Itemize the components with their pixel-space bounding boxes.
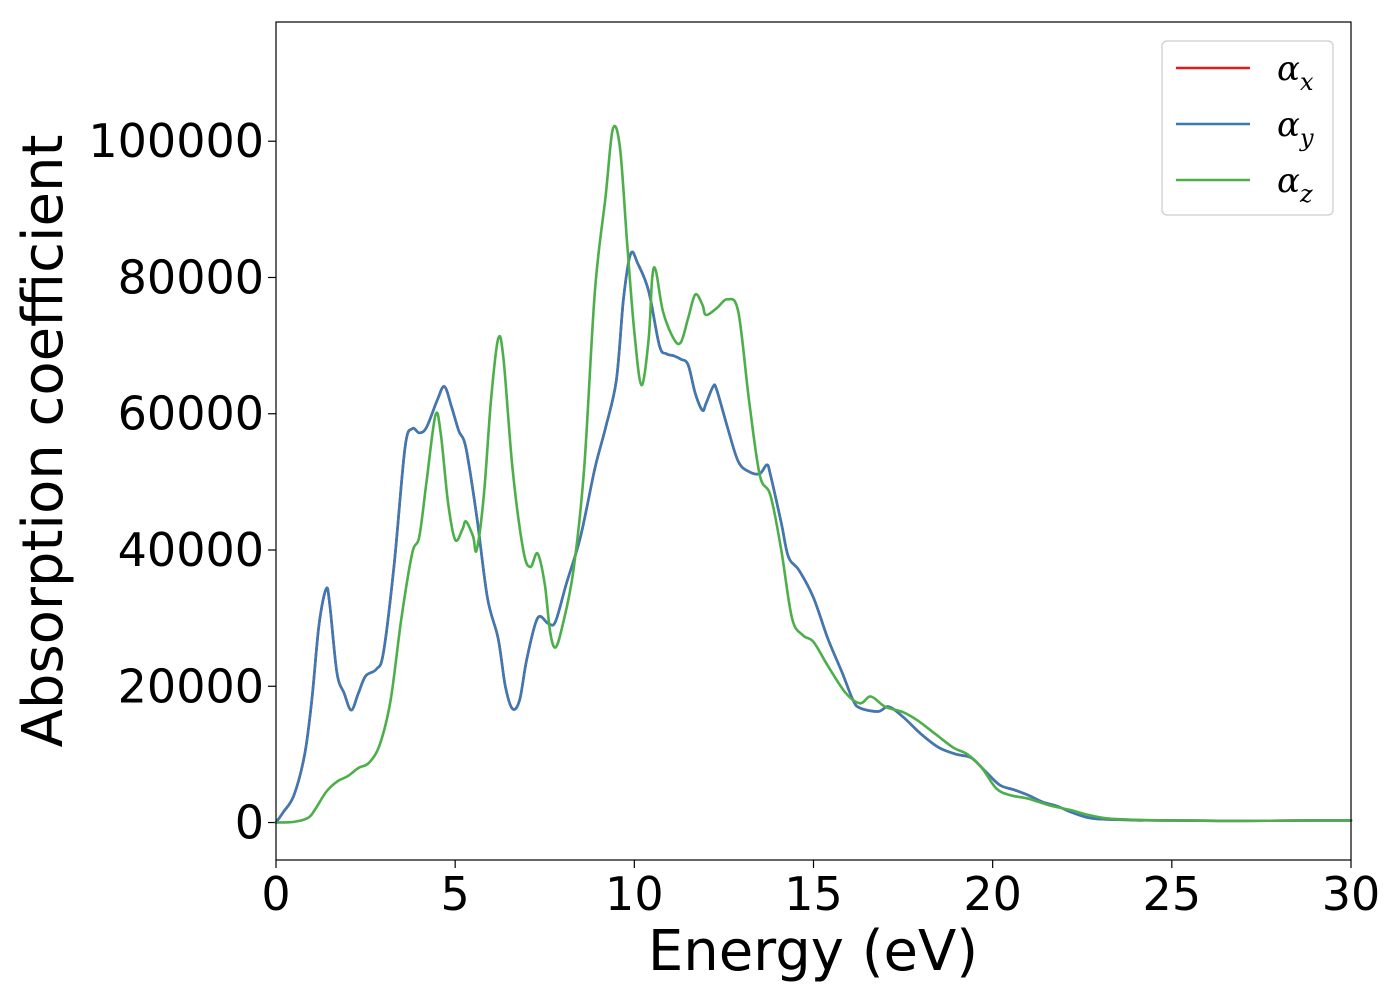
x-tick-label: 20: [963, 867, 1022, 921]
x-tick-label: 5: [441, 867, 470, 921]
series-line-alpha-y: [274, 250, 1353, 824]
series-layer: [274, 124, 1353, 824]
y-tick-label: 40000: [118, 523, 264, 577]
series-line-alpha-z: [274, 124, 1353, 824]
legend-label-alpha-y: αy: [1277, 105, 1314, 152]
legend-label-alpha-z: αz: [1277, 161, 1313, 208]
x-tick-label: 25: [1143, 867, 1202, 921]
y-tick-label: 60000: [118, 387, 264, 441]
legend-box: [1161, 40, 1334, 216]
y-tick-label: 80000: [118, 250, 264, 304]
x-tick-label: 15: [784, 867, 843, 921]
y-tick-label: 20000: [118, 659, 264, 713]
x-axis-label: Energy (eV): [648, 919, 978, 984]
y-axis-label: Absorption coefficient: [11, 135, 76, 748]
x-tick-label: 30: [1322, 867, 1381, 921]
x-tick-label: 10: [605, 867, 664, 921]
y-tick-label: 100000: [88, 114, 264, 168]
y-tick-label: 0: [235, 796, 264, 850]
legend: αx αy αz: [1161, 40, 1334, 216]
x-ticks: 0 5 10 15 20 25 30: [261, 860, 1380, 921]
x-tick-label: 0: [261, 867, 290, 921]
plot-frame: [275, 21, 1352, 861]
y-ticks: 0 20000 40000 60000 80000 100000: [88, 114, 276, 850]
legend-label-alpha-x: αx: [1277, 49, 1314, 96]
